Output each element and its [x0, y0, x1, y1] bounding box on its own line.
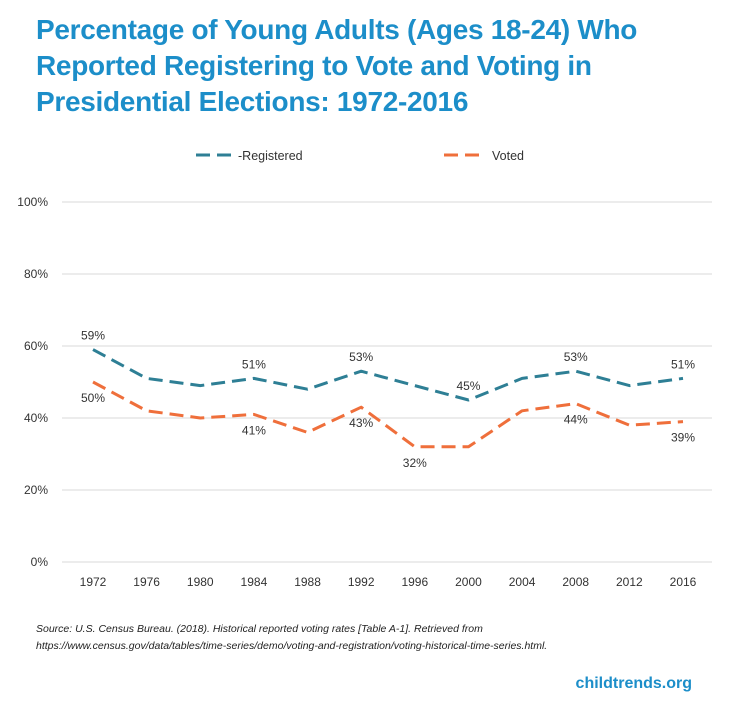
registered-data-label: 51% [242, 357, 266, 371]
brand-logo-text: childtrends.org [575, 675, 692, 692]
x-tick-label: 2008 [562, 575, 589, 589]
x-tick-label: 1976 [133, 575, 160, 589]
legend: -Registered Voted [196, 149, 524, 163]
y-axis-ticks: 0% 20% 40% 60% 80% 100% [17, 195, 48, 569]
registered-data-label: 51% [671, 357, 695, 371]
title-line-3: Presidential Elections: 1972-2016 [36, 86, 469, 117]
x-tick-label: 1980 [187, 575, 214, 589]
legend-label-voted: Voted [492, 149, 524, 163]
x-tick-label: 1992 [348, 575, 375, 589]
voted-data-label: 44% [564, 413, 588, 427]
y-tick-label: 40% [24, 411, 48, 425]
voted-data-label: 41% [242, 423, 266, 437]
registered-data-label: 45% [456, 379, 480, 393]
y-tick-label: 100% [17, 195, 48, 209]
grid-layer [62, 201, 712, 563]
registered-data-label: 53% [349, 350, 373, 364]
x-tick-label: 2016 [670, 575, 697, 589]
voted-data-label: 32% [403, 456, 427, 470]
title-line-1: Percentage of Young Adults (Ages 18-24) … [36, 14, 638, 45]
data-label-layer: 59% 51% 53% 45% 53% 51% 50% 41% 43% 32% 44% 39% [81, 329, 695, 470]
line-chart: 0%20%40%60%80%100% 1972 1976 1980 1984 1988 1… [17, 149, 712, 589]
registered-data-label: 53% [564, 350, 588, 364]
x-tick-label: 2004 [509, 575, 536, 589]
x-tick-label: 2012 [616, 575, 643, 589]
source-note: Source: U.S. Census Bureau. (2018). Hist… [36, 621, 736, 655]
chart-title: Percentage of Young Adults (Ages 18-24) … [36, 12, 726, 120]
voted-data-label: 50% [81, 391, 105, 405]
legend-label-registered: -Registered [238, 149, 303, 163]
x-axis-ticks: 1972 1976 1980 1984 1988 1992 1996 2000 2004 2008… [80, 575, 697, 589]
x-tick-label: 1984 [241, 575, 268, 589]
x-tick-label: 2000 [455, 575, 482, 589]
title-line-2: Reported Registering to Vote and Voting … [36, 50, 592, 81]
x-tick-label: 1996 [401, 575, 428, 589]
registered-data-label: 59% [81, 329, 105, 343]
y-tick-label: 20% [24, 483, 48, 497]
series-line-voted [92, 380, 684, 449]
voted-data-label: 39% [671, 431, 695, 445]
source-line-2: https://www.census.gov/data/tables/time-… [36, 640, 548, 652]
y-tick-label: 60% [24, 339, 48, 353]
x-tick-label: 1972 [80, 575, 107, 589]
series-layer [92, 348, 684, 449]
source-line-1: Source: U.S. Census Bureau. (2018). Hist… [36, 623, 483, 635]
voted-data-label: 43% [349, 416, 373, 430]
x-tick-label: 1988 [294, 575, 321, 589]
series-line-registered [92, 348, 684, 402]
y-tick-label: 0% [31, 555, 49, 569]
y-tick-label: 80% [24, 267, 48, 281]
